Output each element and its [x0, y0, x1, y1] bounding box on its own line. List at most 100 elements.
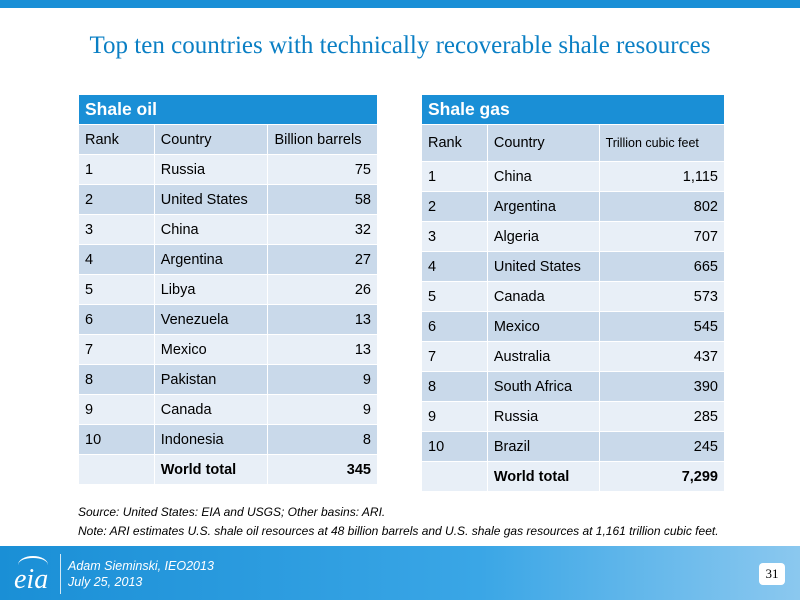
- country-cell: Libya: [153, 274, 269, 305]
- table-row: 1 China 1,115: [421, 161, 726, 192]
- total-blank-cell: [421, 461, 488, 492]
- shale-oil-table: Shale oil Rank Country Billion barrels 1…: [78, 94, 378, 485]
- total-row: World total 7,299: [421, 461, 726, 492]
- table-row: 6 Mexico 545: [421, 311, 726, 342]
- rank-cell: 1: [421, 161, 488, 192]
- value-cell: 13: [267, 304, 378, 335]
- table-row: 6 Venezuela 13: [78, 304, 378, 335]
- table-row: 5 Canada 573: [421, 281, 726, 312]
- country-cell: United States: [153, 184, 269, 215]
- rank-cell: 8: [421, 371, 488, 402]
- value-cell: 245: [598, 431, 726, 462]
- table-row: 5 Libya 26: [78, 274, 378, 305]
- column-header-country: Country: [486, 124, 600, 162]
- value-cell: 9: [267, 364, 378, 395]
- footer-bar: eia Adam Sieminski, IEO2013 July 25, 201…: [0, 546, 800, 600]
- rank-cell: 2: [78, 184, 155, 215]
- column-header-unit: Trillion cubic feet: [598, 124, 726, 162]
- value-cell: 27: [267, 244, 378, 275]
- rank-cell: 10: [421, 431, 488, 462]
- country-cell: United States: [486, 251, 600, 282]
- country-cell: Australia: [486, 341, 600, 372]
- country-cell: South Africa: [486, 371, 600, 402]
- table-row: 10 Indonesia 8: [78, 424, 378, 455]
- value-cell: 26: [267, 274, 378, 305]
- total-row: World total 345: [78, 454, 378, 485]
- value-cell: 437: [598, 341, 726, 372]
- footer-divider: [60, 554, 61, 594]
- logo-text: eia: [14, 564, 49, 595]
- value-cell: 665: [598, 251, 726, 282]
- rank-cell: 5: [78, 274, 155, 305]
- country-cell: Brazil: [486, 431, 600, 462]
- table-row: 9 Canada 9: [78, 394, 378, 425]
- total-label: World total: [153, 454, 269, 485]
- table-row: 8 South Africa 390: [421, 371, 726, 402]
- slide-title: Top ten countries with technically recov…: [89, 32, 711, 59]
- table-row: 3 Algeria 707: [421, 221, 726, 252]
- column-header-row: Rank Country Trillion cubic feet: [421, 124, 726, 162]
- country-cell: Canada: [153, 394, 269, 425]
- value-cell: 707: [598, 221, 726, 252]
- table-row: 4 United States 665: [421, 251, 726, 282]
- rank-cell: 6: [78, 304, 155, 335]
- table-row: 4 Argentina 27: [78, 244, 378, 275]
- rank-cell: 3: [421, 221, 488, 252]
- value-cell: 9: [267, 394, 378, 425]
- table-row: 1 Russia 75: [78, 154, 378, 185]
- rank-cell: 9: [78, 394, 155, 425]
- country-cell: China: [153, 214, 269, 245]
- value-cell: 1,115: [598, 161, 726, 192]
- rank-cell: 9: [421, 401, 488, 432]
- footer-credits: Adam Sieminski, IEO2013 July 25, 2013: [68, 558, 214, 590]
- rank-cell: 6: [421, 311, 488, 342]
- rank-cell: 7: [78, 334, 155, 365]
- total-value: 7,299: [598, 461, 726, 492]
- logo-arc-shape: [18, 556, 48, 574]
- country-cell: China: [486, 161, 600, 192]
- country-cell: Mexico: [153, 334, 269, 365]
- value-cell: 285: [598, 401, 726, 432]
- shale-gas-table: Shale gas Rank Country Trillion cubic fe…: [421, 94, 726, 492]
- country-cell: Russia: [486, 401, 600, 432]
- column-header-rank: Rank: [421, 124, 488, 162]
- rank-cell: 2: [421, 191, 488, 222]
- rank-cell: 5: [421, 281, 488, 312]
- country-cell: Argentina: [153, 244, 269, 275]
- value-cell: 573: [598, 281, 726, 312]
- column-header-row: Rank Country Billion barrels: [78, 124, 378, 155]
- value-cell: 802: [598, 191, 726, 222]
- top-accent-bar: [0, 0, 800, 8]
- shale-gas-heading: Shale gas: [421, 94, 725, 125]
- value-cell: 58: [267, 184, 378, 215]
- total-blank-cell: [78, 454, 155, 485]
- table-row: 7 Mexico 13: [78, 334, 378, 365]
- rank-cell: 10: [78, 424, 155, 455]
- value-cell: 32: [267, 214, 378, 245]
- value-cell: 545: [598, 311, 726, 342]
- column-header-unit: Billion barrels: [267, 124, 378, 155]
- country-cell: Russia: [153, 154, 269, 185]
- rank-cell: 3: [78, 214, 155, 245]
- source-note: Source: United States: EIA and USGS; Oth…: [78, 503, 719, 541]
- table-row: 2 Argentina 802: [421, 191, 726, 222]
- total-label: World total: [486, 461, 600, 492]
- country-cell: Mexico: [486, 311, 600, 342]
- eia-logo-icon: eia: [8, 552, 54, 596]
- country-cell: Canada: [486, 281, 600, 312]
- value-cell: 390: [598, 371, 726, 402]
- column-header-country: Country: [153, 124, 269, 155]
- value-cell: 75: [267, 154, 378, 185]
- table-heading-row: Shale gas: [421, 94, 725, 125]
- value-cell: 8: [267, 424, 378, 455]
- total-value: 345: [267, 454, 378, 485]
- table-row: 10 Brazil 245: [421, 431, 726, 462]
- table-row: 8 Pakistan 9: [78, 364, 378, 395]
- rank-cell: 4: [421, 251, 488, 282]
- country-cell: Venezuela: [153, 304, 269, 335]
- source-line: Source: United States: EIA and USGS; Oth…: [78, 505, 386, 519]
- rank-cell: 1: [78, 154, 155, 185]
- table-heading-row: Shale oil: [78, 94, 378, 125]
- table-row: 7 Australia 437: [421, 341, 726, 372]
- footer-date: July 25, 2013: [68, 575, 143, 589]
